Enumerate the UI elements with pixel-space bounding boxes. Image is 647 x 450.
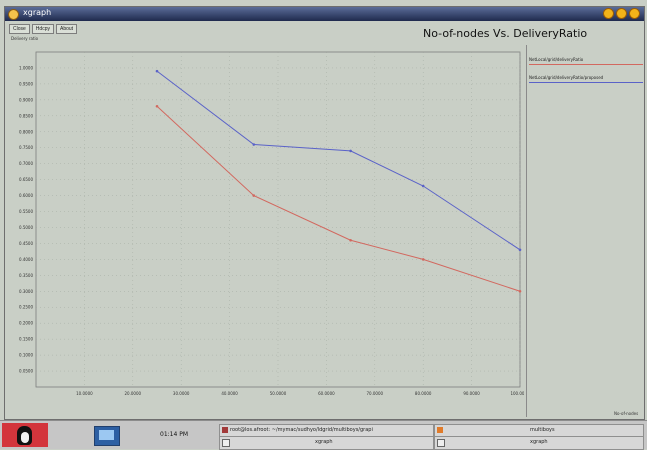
task-xgraph-1-label: xgraph bbox=[315, 439, 333, 445]
terminal-icon[interactable] bbox=[94, 426, 120, 446]
series-line-2 bbox=[156, 70, 521, 251]
taskbar: 01:14 PM root@los.afroot: ~/mymac/sudhyo… bbox=[0, 420, 647, 450]
data-point-2 bbox=[518, 248, 522, 252]
terminal-task-icon bbox=[222, 427, 228, 433]
x-tick-label: 50.0000 bbox=[270, 391, 287, 396]
y-tick-label: 0.6500 bbox=[19, 177, 33, 182]
y-tick-label: 0.2000 bbox=[19, 321, 33, 326]
data-point-2 bbox=[349, 149, 352, 153]
close-button[interactable]: Close bbox=[9, 24, 30, 34]
y-tick-label: 0.6000 bbox=[19, 193, 33, 198]
multiboys-task-icon bbox=[437, 427, 443, 433]
y-tick-label: 1.0000 bbox=[19, 65, 33, 70]
y-tick-label: 0.7000 bbox=[19, 161, 33, 166]
window-title: xgraph bbox=[23, 8, 52, 17]
close-icon[interactable] bbox=[629, 8, 640, 19]
window-titlebar[interactable]: xgraph bbox=[5, 7, 644, 21]
y-tick-label: 0.2500 bbox=[19, 305, 33, 310]
data-point-1 bbox=[155, 104, 159, 108]
data-point-2 bbox=[252, 143, 256, 146]
y-tick-label: 0.5500 bbox=[19, 209, 33, 214]
y-tick-label: 0.4500 bbox=[19, 241, 33, 246]
plot-area: 0.0500 0.1000 0.1500 0.2000 0.2500 0.3000 0.35… bbox=[19, 51, 524, 396]
series bbox=[155, 69, 522, 293]
legend-item-red: NetLocal/grid/deliveryRatio bbox=[529, 57, 643, 77]
x-tick-label: 40.0000 bbox=[221, 391, 238, 396]
y-tick-label: 0.9500 bbox=[19, 81, 33, 86]
y-tick-label: 0.5000 bbox=[19, 225, 33, 230]
y-tick-label: 0.3000 bbox=[19, 289, 33, 294]
y-tick-label: 0.1500 bbox=[19, 337, 33, 342]
legend-label-red: NetLocal/grid/deliveryRatio bbox=[529, 57, 584, 62]
hardcopy-button[interactable]: Hdcpy bbox=[31, 24, 54, 34]
y-axis-label: Delivery ratio bbox=[11, 36, 39, 41]
legend-line-red bbox=[529, 64, 643, 65]
x-tick-label: 70.0000 bbox=[367, 391, 384, 396]
y-tick-label: 0.4000 bbox=[19, 257, 33, 262]
task-xgraph-2-label: xgraph bbox=[530, 439, 548, 445]
y-tick-label: 0.1000 bbox=[19, 353, 33, 358]
legend-item-blue: NetLocal/grid/deliveryRatio/proposed bbox=[529, 75, 643, 95]
y-tick-label: 0.8500 bbox=[19, 113, 33, 118]
y-tick-label: 0.0500 bbox=[19, 369, 33, 374]
data-point-1 bbox=[349, 238, 352, 242]
data-point-2 bbox=[421, 184, 425, 188]
terminal-screen bbox=[99, 430, 114, 440]
task-multiboys-label: multiboys bbox=[530, 427, 555, 433]
x-tick-label: 30.0000 bbox=[173, 391, 190, 396]
y-tick-labels: 0.0500 0.1000 0.1500 0.2000 0.2500 0.3000 0.35… bbox=[19, 65, 33, 373]
about-button[interactable]: About bbox=[55, 24, 78, 34]
data-point-1 bbox=[518, 289, 522, 293]
x-tick-labels: 10.0000 20.0000 30.0000 40.0000 50.0000 60.00… bbox=[76, 391, 524, 396]
graph-title: No-of-nodes Vs. DeliveryRatio bbox=[423, 27, 588, 40]
data-point-2 bbox=[155, 69, 159, 73]
y-tick-label: 0.3500 bbox=[19, 273, 33, 278]
xgraph-task-icon bbox=[437, 439, 445, 447]
x-tick-label: 20.0000 bbox=[125, 391, 142, 396]
x-tick-label: 60.0000 bbox=[318, 391, 335, 396]
app-icon bbox=[8, 9, 19, 20]
tux-belly bbox=[21, 432, 29, 443]
data-point-1 bbox=[421, 258, 425, 261]
x-axis-label: No-of-nodes bbox=[614, 411, 639, 416]
x-tick-label: 80.0000 bbox=[415, 391, 432, 396]
legend: NetLocal/grid/deliveryRatio NetLocal/gri… bbox=[526, 45, 645, 417]
y-tick-label: 0.9000 bbox=[19, 97, 33, 102]
x-tick-label: 10.0000 bbox=[76, 391, 93, 396]
data-point-1 bbox=[252, 194, 256, 197]
y-tick-label: 0.8000 bbox=[19, 129, 33, 134]
xgraph-task-icon bbox=[222, 439, 230, 447]
x-tick-label: 100.0000 bbox=[510, 391, 524, 396]
series-line-1 bbox=[156, 105, 521, 292]
maximize-icon[interactable] bbox=[616, 8, 627, 19]
x-tick-label: 90.0000 bbox=[463, 391, 480, 396]
minimize-icon[interactable] bbox=[603, 8, 614, 19]
grid bbox=[36, 52, 521, 387]
clock: 01:14 PM bbox=[160, 431, 188, 438]
legend-line-blue bbox=[529, 82, 643, 83]
legend-label-blue: NetLocal/grid/deliveryRatio/proposed bbox=[529, 75, 604, 80]
task-terminal-label: root@los.afroot: ~/mymac/sudhyo/ldgrid/m… bbox=[230, 427, 373, 433]
y-tick-label: 0.7500 bbox=[19, 145, 33, 150]
tux-icon[interactable] bbox=[2, 423, 48, 447]
xgraph-window: xgraph Close Hdcpy About Delivery ratio … bbox=[4, 6, 645, 420]
